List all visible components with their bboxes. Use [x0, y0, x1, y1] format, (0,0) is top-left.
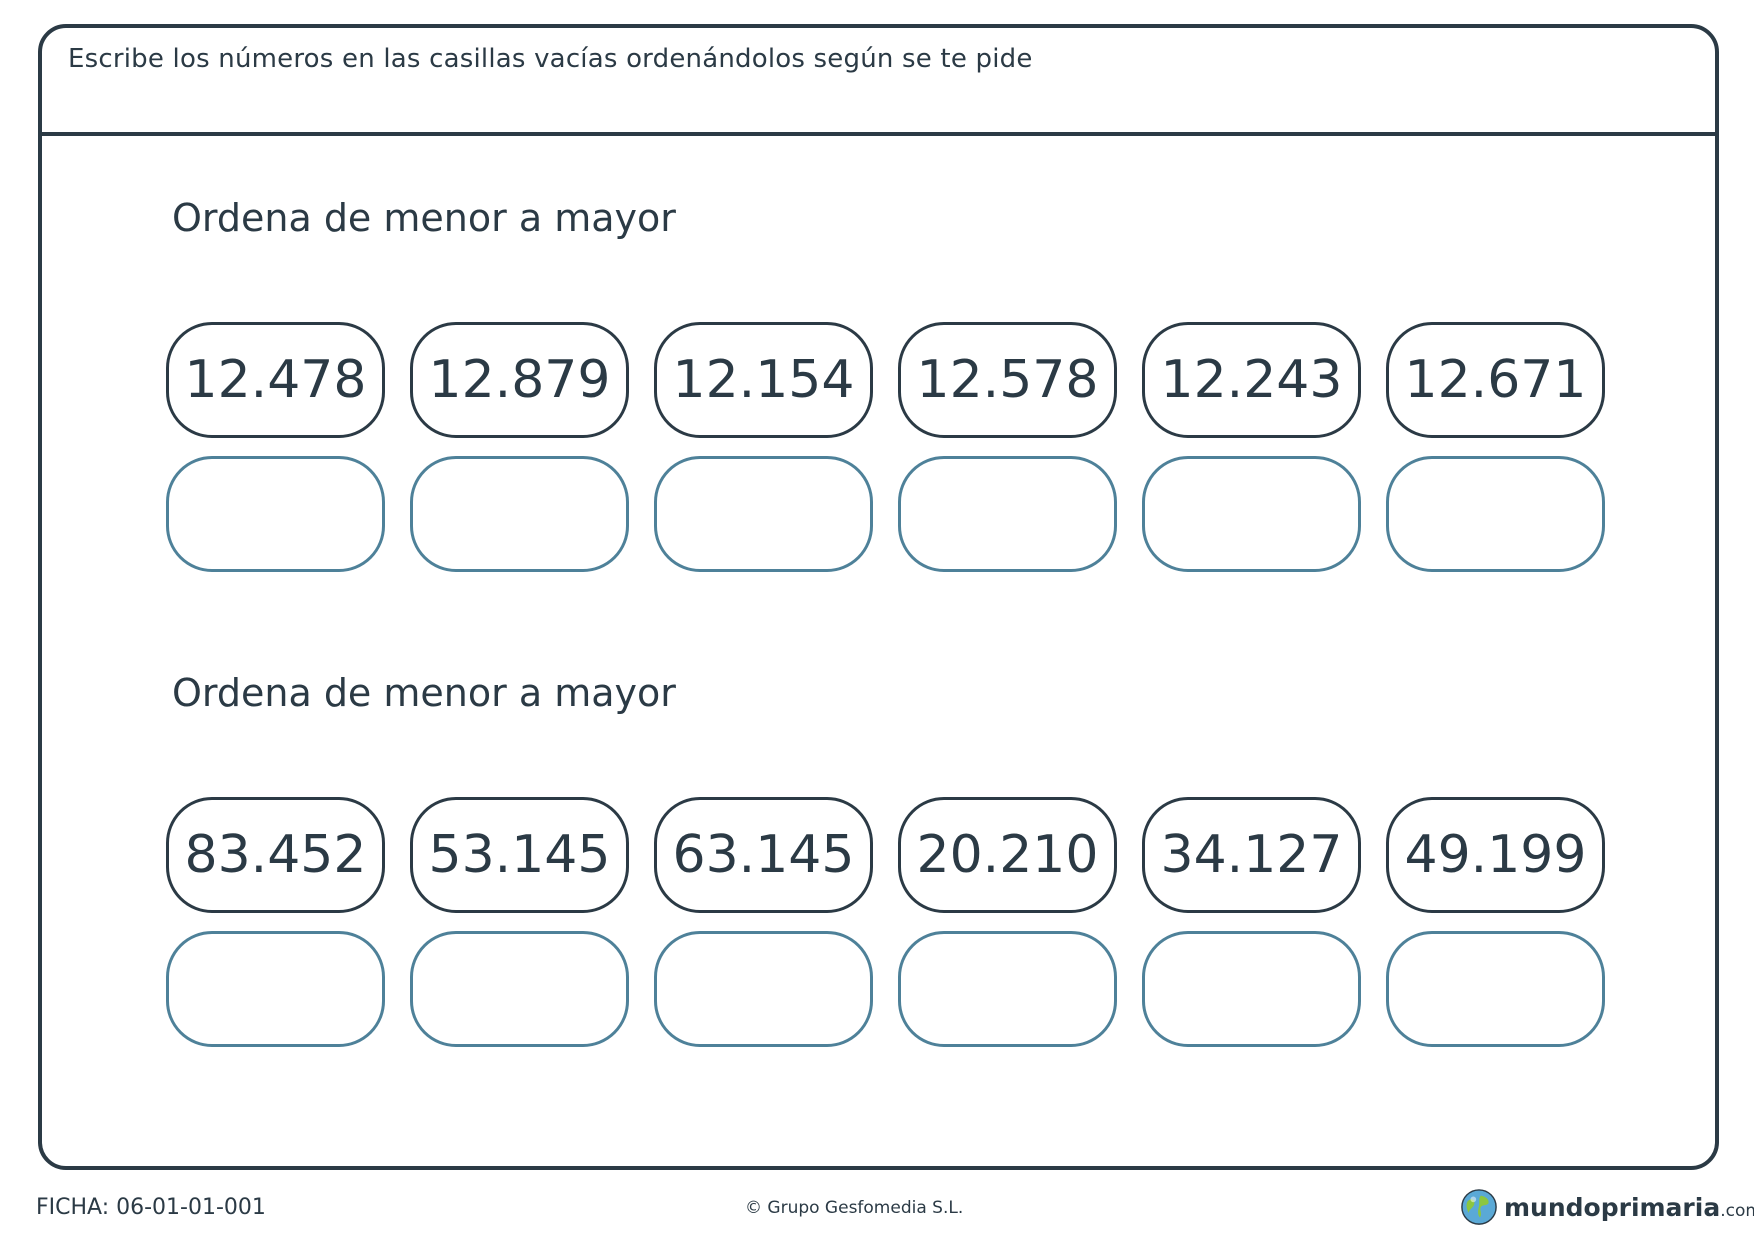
answer-box[interactable]	[654, 456, 873, 572]
copyright-notice: © Grupo Gesfomedia S.L.	[745, 1198, 964, 1218]
number-row: 83.452 53.145 63.145 20.210 34.127 49.19…	[166, 797, 1605, 913]
answer-box[interactable]	[166, 931, 385, 1047]
logo-name: mundoprimaria	[1504, 1192, 1721, 1222]
worksheet-frame: Escribe los números en las casillas vací…	[38, 24, 1719, 1170]
answer-box[interactable]	[166, 456, 385, 572]
worksheet-code: FICHA: 06-01-01-001	[36, 1195, 266, 1220]
exercise-title: Ordena de menor a mayor	[172, 196, 676, 240]
number-row: 12.478 12.879 12.154 12.578 12.243 12.67…	[166, 322, 1605, 438]
answer-box[interactable]	[1142, 931, 1361, 1047]
number-box: 63.145	[654, 797, 873, 913]
instruction-text: Escribe los números en las casillas vací…	[68, 44, 1033, 74]
answer-box[interactable]	[1386, 931, 1605, 1047]
instruction-header: Escribe los números en las casillas vací…	[42, 28, 1715, 136]
number-box: 34.127	[1142, 797, 1361, 913]
number-box: 12.879	[410, 322, 629, 438]
number-box: 83.452	[166, 797, 385, 913]
number-box: 12.578	[898, 322, 1117, 438]
number-box: 12.478	[166, 322, 385, 438]
number-box: 12.154	[654, 322, 873, 438]
number-box: 12.243	[1142, 322, 1361, 438]
answer-box[interactable]	[654, 931, 873, 1047]
answer-row	[166, 931, 1605, 1047]
answer-box[interactable]	[410, 931, 629, 1047]
answer-box[interactable]	[1386, 456, 1605, 572]
number-box: 12.671	[1386, 322, 1605, 438]
logo-domain: .com	[1720, 1200, 1754, 1221]
exercise-title: Ordena de menor a mayor	[172, 671, 676, 715]
globe-icon	[1461, 1189, 1497, 1225]
logo-wordmark: mundoprimaria.com	[1504, 1193, 1754, 1222]
number-box: 53.145	[410, 797, 629, 913]
answer-box[interactable]	[898, 456, 1117, 572]
answer-box[interactable]	[410, 456, 629, 572]
answer-box[interactable]	[1142, 456, 1361, 572]
answer-box[interactable]	[898, 931, 1117, 1047]
mundoprimaria-logo[interactable]: mundoprimaria.com	[1460, 1188, 1754, 1226]
answer-row	[166, 456, 1605, 572]
number-box: 49.199	[1386, 797, 1605, 913]
number-box: 20.210	[898, 797, 1117, 913]
